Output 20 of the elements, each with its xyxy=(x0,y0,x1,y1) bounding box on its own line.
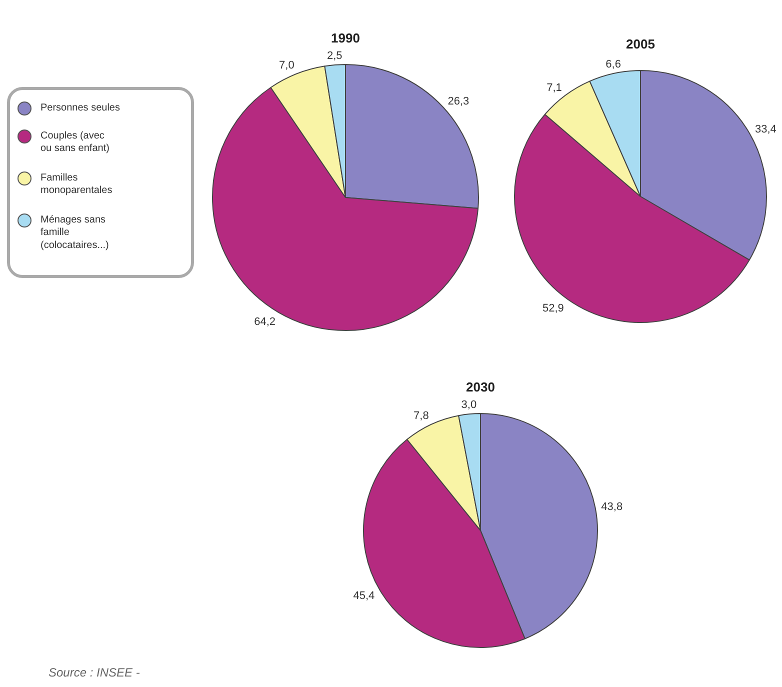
data-label: 64,2 xyxy=(254,316,276,328)
data-label: 3,0 xyxy=(461,399,477,412)
data-label: 26,3 xyxy=(448,96,470,108)
data-label: 7,1 xyxy=(546,82,562,94)
chart-title: 1990 xyxy=(331,30,360,46)
source-note: Source : INSEE - xyxy=(48,666,140,680)
legend-label: Familles monoparentales xyxy=(40,172,112,196)
legend-label: Ménages sans famille (colocataires...) xyxy=(40,214,109,251)
chart-title: 2005 xyxy=(626,36,655,52)
legend-label: Couples (avec ou sans enfant) xyxy=(40,130,110,154)
data-label: 52,9 xyxy=(542,302,564,314)
chart-title: 2030 xyxy=(466,380,495,394)
data-label: 6,6 xyxy=(606,58,621,70)
data-label: 2,5 xyxy=(326,50,342,62)
data-label: 33,4 xyxy=(754,124,776,136)
data-label: 43,8 xyxy=(601,500,623,513)
legend-label: Personnes seules xyxy=(40,102,120,114)
data-label: 45,4 xyxy=(353,590,375,602)
data-label: 7,0 xyxy=(279,60,294,72)
data-label: 7,8 xyxy=(414,410,429,422)
